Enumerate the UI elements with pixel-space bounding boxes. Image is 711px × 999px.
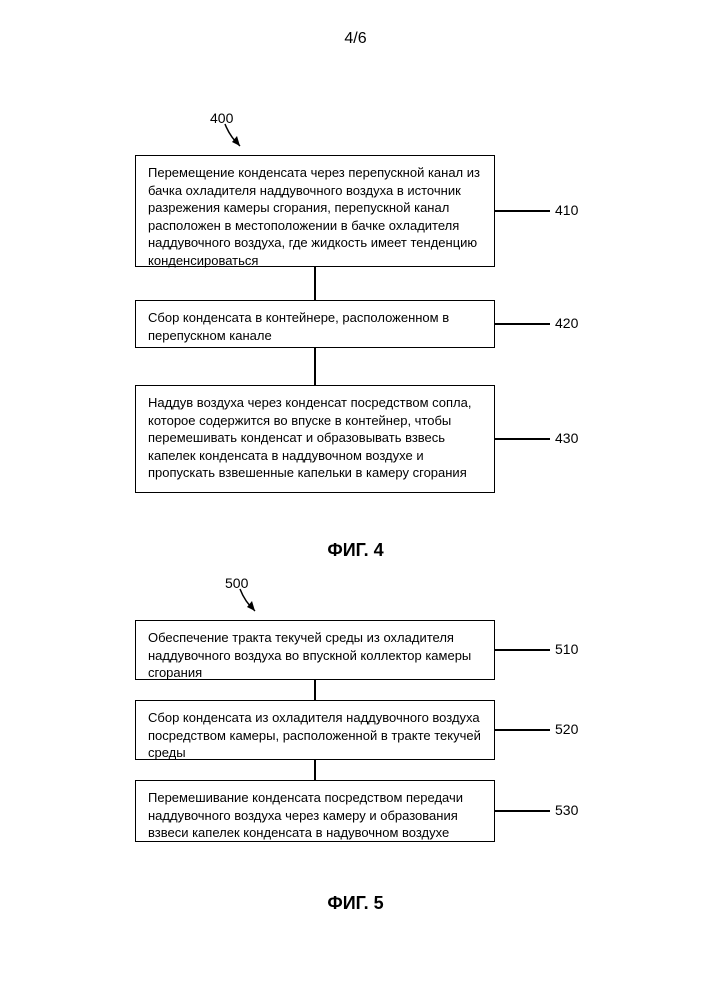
fig4-ref-arrow — [220, 122, 250, 154]
flow-box-530: Перемешивание конденсата посредством пер… — [135, 780, 495, 842]
label-510: 510 — [555, 641, 578, 657]
leader-530 — [495, 810, 550, 812]
flow-box-520: Сбор конденсата из охладителя наддувочно… — [135, 700, 495, 760]
label-410: 410 — [555, 202, 578, 218]
connector-510-520 — [314, 680, 316, 700]
label-520: 520 — [555, 721, 578, 737]
flow-box-430: Наддув воздуха через конденсат посредств… — [135, 385, 495, 493]
flow-box-420-text: Сбор конденсата в контейнере, расположен… — [148, 310, 449, 343]
label-530: 530 — [555, 802, 578, 818]
flow-box-410: Перемещение конденсата через перепускной… — [135, 155, 495, 267]
leader-520 — [495, 729, 550, 731]
flow-box-510-text: Обеспечение тракта текучей среды из охла… — [148, 630, 471, 680]
fig5-title: ФИГ. 5 — [0, 893, 711, 914]
fig5-ref-arrow — [235, 587, 265, 619]
leader-510 — [495, 649, 550, 651]
flow-box-420: Сбор конденсата в контейнере, расположен… — [135, 300, 495, 348]
connector-520-530 — [314, 760, 316, 780]
flow-box-410-text: Перемещение конденсата через перепускной… — [148, 165, 480, 268]
leader-430 — [495, 438, 550, 440]
label-420: 420 — [555, 315, 578, 331]
flow-box-530-text: Перемешивание конденсата посредством пер… — [148, 790, 463, 840]
leader-410 — [495, 210, 550, 212]
leader-420 — [495, 323, 550, 325]
fig4-title: ФИГ. 4 — [0, 540, 711, 561]
connector-410-420 — [314, 267, 316, 300]
flow-box-430-text: Наддув воздуха через конденсат посредств… — [148, 395, 471, 480]
page-number: 4/6 — [0, 30, 711, 48]
connector-420-430 — [314, 348, 316, 385]
flow-box-520-text: Сбор конденсата из охладителя наддувочно… — [148, 710, 481, 760]
label-430: 430 — [555, 430, 578, 446]
flow-box-510: Обеспечение тракта текучей среды из охла… — [135, 620, 495, 680]
